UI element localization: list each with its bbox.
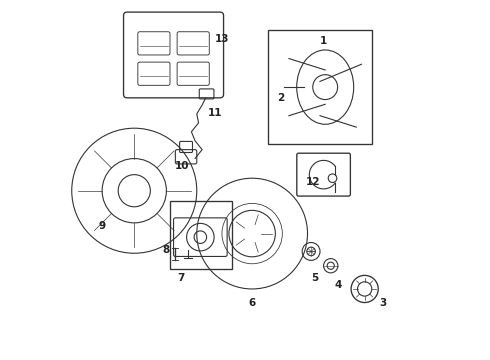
Text: 7: 7: [177, 273, 184, 283]
Text: 12: 12: [306, 177, 320, 187]
Text: 2: 2: [277, 93, 284, 103]
Text: 10: 10: [175, 161, 190, 171]
Bar: [268, 30, 372, 144]
Text: 6: 6: [248, 298, 256, 308]
Text: 3: 3: [379, 298, 386, 308]
Text: 5: 5: [311, 273, 318, 283]
Text: 8: 8: [162, 245, 170, 255]
Text: 11: 11: [207, 108, 222, 118]
Text: 4: 4: [335, 280, 343, 291]
Text: 13: 13: [215, 34, 229, 44]
Text: 9: 9: [98, 221, 106, 231]
Bar: [170, 202, 232, 269]
Text: 1: 1: [320, 36, 327, 46]
